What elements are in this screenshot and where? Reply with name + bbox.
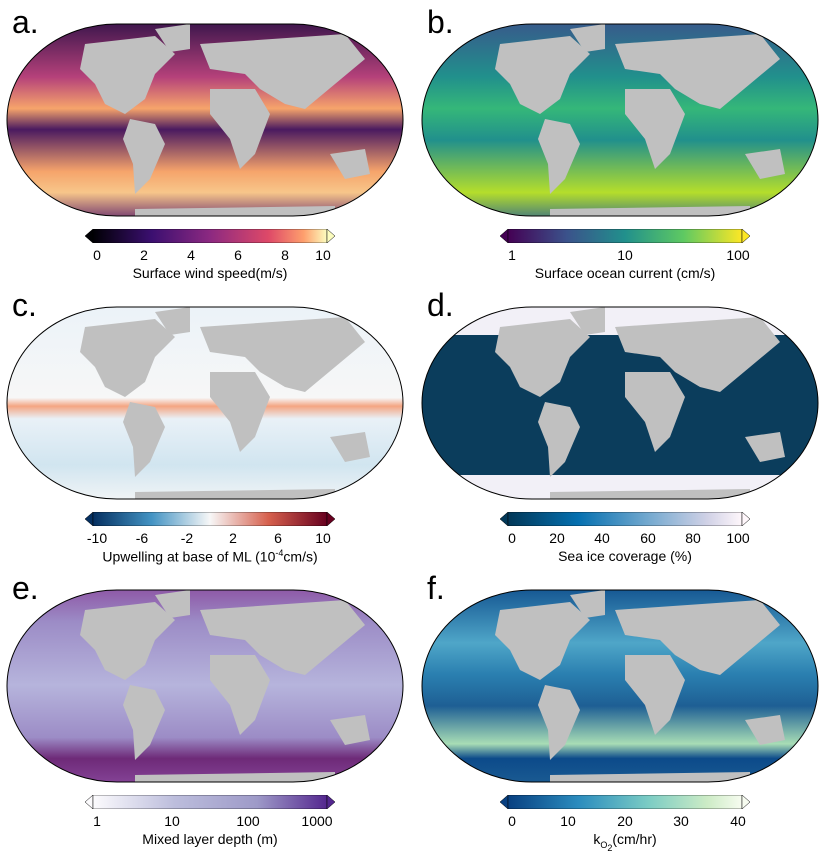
colorbar-wind-speed xyxy=(85,229,335,243)
colorbar-title: Upwelling at base of ML (10-4cm/s) xyxy=(102,548,318,565)
map-upwelling xyxy=(6,306,404,500)
map-ocean-current xyxy=(421,23,819,217)
colorbar-title: Mixed layer depth (m) xyxy=(142,831,278,847)
land-mass xyxy=(495,590,785,782)
panel-a: a. xyxy=(0,0,415,283)
land-mass xyxy=(80,590,370,782)
land-mass xyxy=(495,24,785,216)
panel-label: d. xyxy=(427,287,454,323)
map-border xyxy=(421,589,819,783)
map-border xyxy=(6,589,404,783)
colorbar-title: Surface wind speed(m/s) xyxy=(132,265,288,281)
panel-label: e. xyxy=(12,570,39,606)
map-k-o2 xyxy=(421,589,819,783)
panel-b: b. 1 xyxy=(415,0,830,283)
colorbar-title: kO2(cm/hr) xyxy=(593,831,657,853)
colorbar-ocean-current xyxy=(500,229,750,243)
panel-c: c. - xyxy=(0,283,415,566)
colorbar-mixed-layer-depth xyxy=(85,795,335,809)
panel-d: d. 0 20 40 60 8 xyxy=(415,283,830,566)
colorbar-sea-ice xyxy=(500,512,750,526)
land-mass xyxy=(80,307,370,499)
map-wind-speed xyxy=(6,23,404,217)
map-border xyxy=(421,23,819,217)
colorbar-upwelling xyxy=(85,512,335,526)
colorbar-ticks: 0 2 4 6 8 10 xyxy=(93,247,331,263)
map-border xyxy=(6,23,404,217)
colorbar-ticks: -10 -6 -2 2 6 10 xyxy=(86,530,331,546)
panel-label: c. xyxy=(12,287,37,323)
colorbar-ticks: 1 10 100 1000 xyxy=(93,813,333,829)
panel-e: e. 1 xyxy=(0,566,415,849)
colorbar-title: Surface ocean current (cm/s) xyxy=(534,265,716,281)
map-sea-ice xyxy=(421,306,819,500)
land-mass xyxy=(80,24,370,216)
map-border xyxy=(421,306,819,500)
colorbar-k-o2 xyxy=(500,795,750,809)
panel-label: f. xyxy=(427,570,445,606)
panel-label: a. xyxy=(12,4,39,40)
colorbar-ticks: 0 10 20 30 40 xyxy=(508,813,746,829)
map-border xyxy=(6,306,404,500)
land-mass xyxy=(495,307,785,499)
colorbar-ticks: 0 20 40 60 80 100 xyxy=(508,530,750,546)
panel-label: b. xyxy=(427,4,454,40)
panel-f: f. xyxy=(415,566,830,853)
colorbar-title: Sea ice coverage (%) xyxy=(558,548,692,564)
map-mixed-layer-depth xyxy=(6,589,404,783)
colorbar-ticks: 1 10 100 xyxy=(508,247,750,263)
